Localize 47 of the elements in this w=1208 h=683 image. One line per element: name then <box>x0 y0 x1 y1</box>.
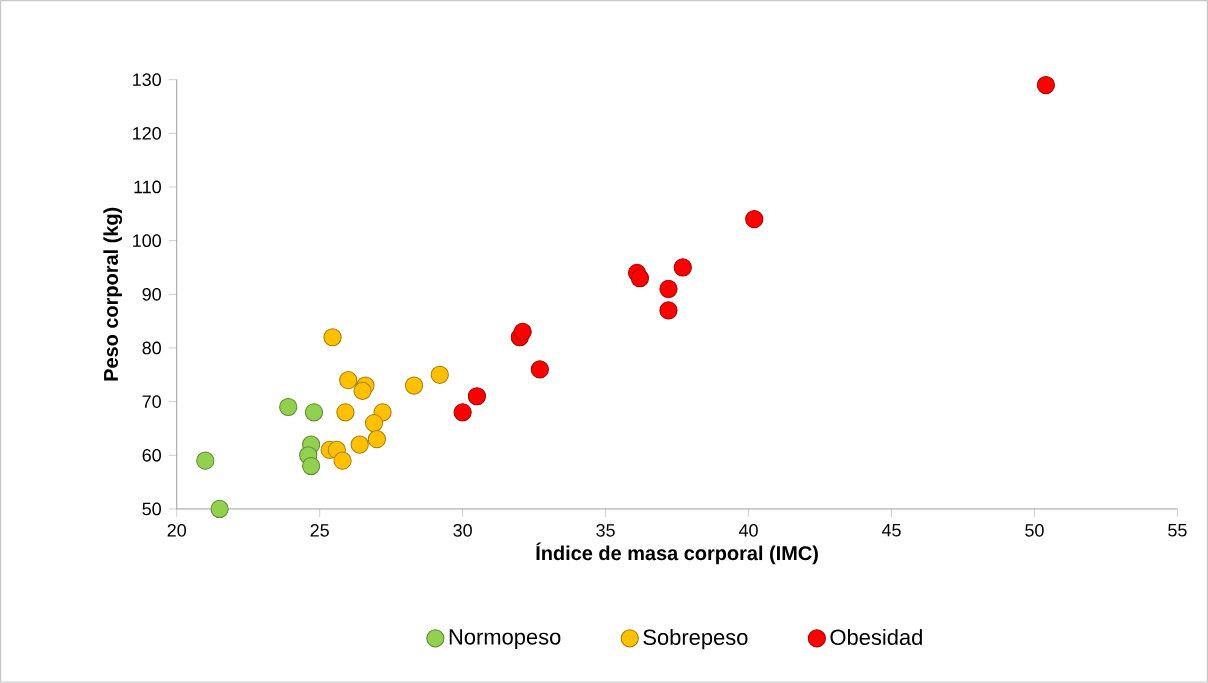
point <box>333 451 352 470</box>
point <box>453 403 472 422</box>
point <box>673 258 692 277</box>
point <box>530 360 549 379</box>
x-tick-label: 20 <box>167 524 187 537</box>
point <box>430 365 449 385</box>
x-tick-label: 55 <box>1168 524 1187 537</box>
point <box>659 301 678 320</box>
point <box>302 457 321 476</box>
legend-label: Obesidad <box>830 629 922 646</box>
x-axis-title: Índice de masa corporal (IMC) <box>536 542 818 565</box>
point <box>304 403 324 422</box>
x-tick-label: 35 <box>596 524 615 537</box>
point <box>513 322 532 342</box>
point <box>353 381 372 401</box>
point <box>1036 76 1055 95</box>
legend-label: Normopeso <box>449 629 561 650</box>
point <box>350 435 369 454</box>
y-tick-label: 110 <box>134 180 161 194</box>
point <box>467 387 487 406</box>
point <box>279 398 298 417</box>
point <box>630 269 649 288</box>
y-tick-label: 70 <box>142 395 161 409</box>
y-tick-label: 60 <box>142 449 161 462</box>
x-tick-label: 30 <box>453 524 472 537</box>
y-tick-label: 100 <box>133 234 161 248</box>
x-tick-label: 25 <box>310 524 329 537</box>
y-tick-label: 80 <box>142 341 161 355</box>
point <box>323 328 342 347</box>
point <box>336 403 355 422</box>
point <box>210 500 229 519</box>
point <box>745 210 764 229</box>
x-tick-label: 50 <box>1025 524 1044 537</box>
point <box>367 430 386 449</box>
y-tick-label: 130 <box>133 73 161 87</box>
y-tick-label: 50 <box>142 502 161 516</box>
y-tick-label: 90 <box>142 288 161 301</box>
point <box>196 451 215 470</box>
point <box>364 414 384 433</box>
point <box>659 280 678 299</box>
point <box>404 376 424 395</box>
x-tick-label: 45 <box>881 524 901 537</box>
y-axis-title: Peso corporal (kg) <box>103 207 123 381</box>
legend-label: Sobrepeso <box>643 629 748 650</box>
x-tick-label: 40 <box>738 524 758 537</box>
point <box>339 371 358 390</box>
y-tick-label: 120 <box>133 127 161 140</box>
